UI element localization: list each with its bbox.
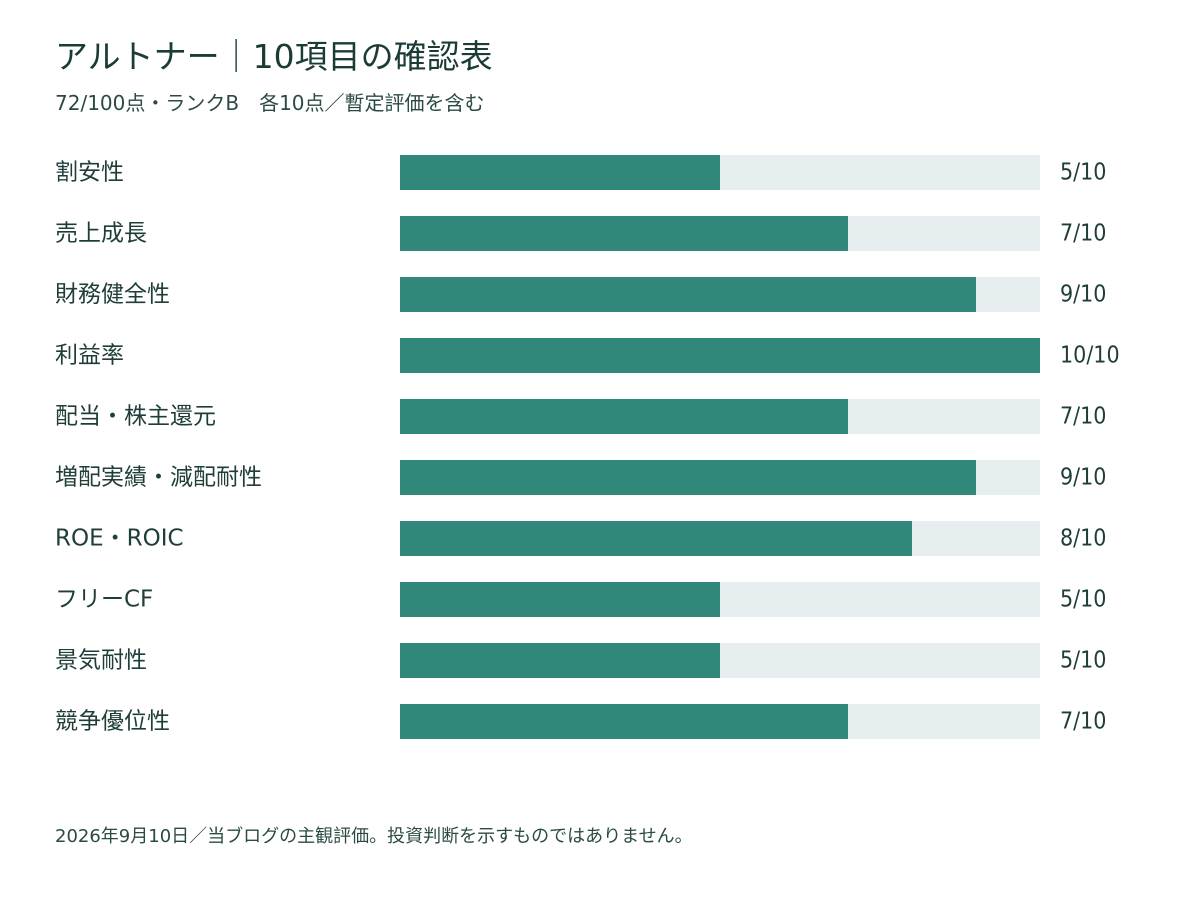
category-label: 配当・株主還元 (55, 404, 216, 430)
bar-row: 割安性 5/10 (55, 155, 1106, 190)
category-label: 財務健全性 (55, 282, 170, 308)
bar-row: 競争優位性 7/10 (55, 704, 1106, 739)
value-label: 8/10 (1060, 526, 1106, 552)
value-label: 9/10 (1060, 282, 1106, 308)
bar-row: 増配実績・減配耐性 9/10 (55, 460, 1106, 495)
bar (400, 582, 720, 617)
bar (400, 704, 848, 739)
value-label: 7/10 (1060, 709, 1106, 735)
category-label: ROE・ROIC (55, 526, 184, 552)
category-label: 競争優位性 (55, 709, 170, 735)
category-label: 割安性 (55, 160, 124, 186)
footnote: 2026年9月10日／当ブログの主観評価。投資判断を示すものではありません。 (55, 826, 693, 847)
chart-subtitle: 72/100点・ランクB 各10点／暫定評価を含む (55, 91, 485, 115)
bar (400, 216, 848, 251)
bar-row: 利益率 10/10 (55, 338, 1120, 373)
value-label: 5/10 (1060, 587, 1106, 613)
bar-row: 売上成長 7/10 (55, 216, 1106, 251)
bar (400, 277, 976, 312)
bar-row: 財務健全性 9/10 (55, 277, 1106, 312)
value-label: 7/10 (1060, 221, 1106, 247)
category-label: 景気耐性 (55, 648, 147, 674)
category-label: 売上成長 (55, 221, 147, 247)
category-label: 増配実績・減配耐性 (55, 465, 262, 491)
bar (400, 643, 720, 678)
chart-title: アルトナー｜10項目の確認表 (55, 37, 493, 76)
bar (400, 155, 720, 190)
bar-row: フリーCF 5/10 (55, 582, 1106, 617)
bar (400, 460, 976, 495)
value-label: 9/10 (1060, 465, 1106, 491)
value-label: 10/10 (1060, 343, 1120, 369)
bar (400, 338, 1040, 373)
bar (400, 399, 848, 434)
value-label: 5/10 (1060, 160, 1106, 186)
value-label: 5/10 (1060, 648, 1106, 674)
bar (400, 521, 912, 556)
value-label: 7/10 (1060, 404, 1106, 430)
category-label: 利益率 (55, 343, 124, 369)
bar-row: ROE・ROIC 8/10 (55, 521, 1106, 556)
bar-row: 景気耐性 5/10 (55, 643, 1106, 678)
category-label: フリーCF (55, 587, 153, 613)
bar-row: 配当・株主還元 7/10 (55, 399, 1106, 434)
